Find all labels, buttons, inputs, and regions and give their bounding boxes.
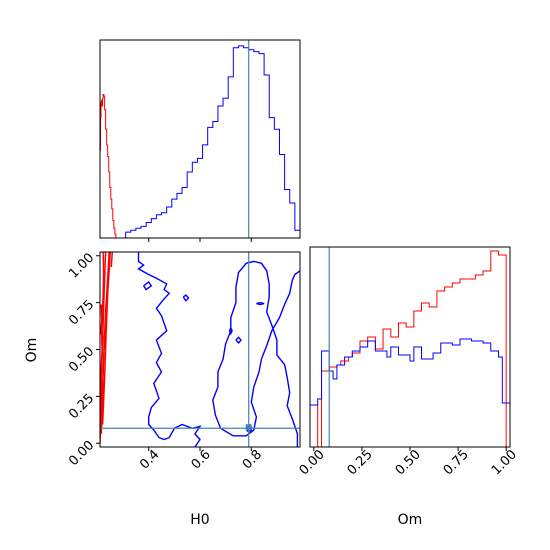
red-contour-5 (103, 330, 107, 350)
om-xtick-label-4: 1.00 (489, 447, 520, 478)
h0-panel-frame (99, 39, 301, 239)
red-contour-7 (100, 304, 103, 335)
joint-panel-frame (99, 251, 301, 448)
joint-truth-marker (245, 424, 252, 431)
h0-histogram-red (100, 93, 117, 238)
x-axis-label-om: Om (398, 512, 423, 528)
om-xtick-label-3: 0.75 (441, 447, 472, 478)
blue-contour-2 (143, 281, 153, 291)
om-histogram-red (310, 250, 510, 447)
red-contour-2 (100, 252, 105, 429)
red-contour-4 (101, 379, 104, 395)
blue-contour-5 (235, 336, 242, 344)
joint-ytick-label-2: 0.50 (66, 344, 97, 375)
om-marginal-panel: 0.00 0.25 0.50 0.75 1.00 (297, 246, 520, 478)
blue-contour-0 (137, 252, 202, 447)
red-contour-6 (110, 252, 114, 268)
om-xtick-label-1: 0.25 (345, 447, 376, 478)
h0-histogram-blue (100, 45, 300, 238)
om-xtick-label-0: 0.00 (297, 447, 328, 478)
joint-ytick-label-3: 0.75 (66, 297, 97, 328)
y-axis-label-om: Om (24, 338, 40, 363)
om-panel-frame (309, 246, 511, 448)
x-axis-label-h0: H0 (190, 512, 209, 528)
joint-xtick-label-1: 0.6 (189, 447, 214, 472)
joint-xtick-label-0: 0.4 (137, 447, 162, 472)
red-contour-3 (101, 252, 112, 425)
blue-contour-1 (212, 260, 300, 447)
om-xtick-label-2: 0.50 (393, 447, 424, 478)
blue-contour-4 (228, 326, 233, 336)
blue-contour-6 (256, 301, 265, 306)
om-histogram-blue (310, 338, 510, 447)
joint-ytick-label-4: 1.00 (66, 250, 97, 281)
blue-contour-3 (182, 294, 190, 302)
joint-ytick-label-0: 0.00 (66, 438, 97, 469)
joint-xtick-label-2: 0.8 (240, 447, 265, 472)
joint-ytick-label-1: 0.25 (66, 391, 97, 422)
joint-contour-panel: 0.4 0.6 0.8 0.00 0.25 0.50 0.75 1.00 (66, 250, 301, 472)
h0-marginal-panel (99, 39, 301, 242)
